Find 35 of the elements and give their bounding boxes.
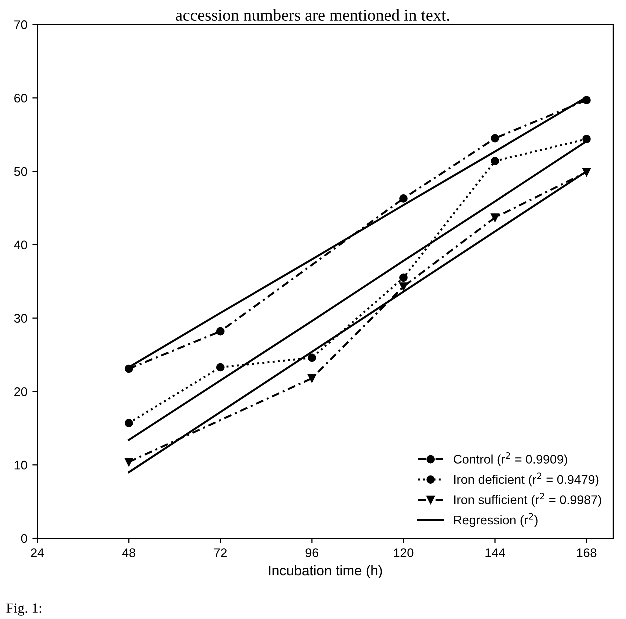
point xyxy=(582,168,591,176)
x-tick-label: 48 xyxy=(122,548,136,558)
y-tick-label: 20 xyxy=(14,388,28,396)
y-tick-label: 70 xyxy=(14,20,28,30)
y-tick-label: 30 xyxy=(14,314,28,323)
point xyxy=(400,274,408,282)
x-tick-label: 168 xyxy=(577,548,597,558)
y-tick-label: 40 xyxy=(14,240,28,250)
point xyxy=(308,354,316,362)
text: accession numbers are mentioned in text. xyxy=(176,9,450,22)
point xyxy=(491,214,500,222)
point xyxy=(491,157,500,166)
y-tick-label: 10 xyxy=(14,460,28,470)
x-tick-label: 72 xyxy=(214,548,227,558)
point xyxy=(124,458,134,466)
point xyxy=(124,419,134,428)
x-tick-label: 96 xyxy=(306,548,319,558)
point xyxy=(216,327,225,336)
caption: Fig. 1: xyxy=(6,604,42,616)
legend-label: Iron sufficient (r$^{2}$ = 0.9987) xyxy=(454,493,602,507)
point xyxy=(491,134,500,143)
point xyxy=(400,194,408,203)
point xyxy=(216,363,225,372)
legend-label: Regression (r$^{2}$) xyxy=(454,513,538,528)
y-tick-label: 60 xyxy=(14,94,28,103)
point xyxy=(400,282,408,291)
point xyxy=(308,374,316,383)
x-axis-title: Incubation time (h) xyxy=(269,565,382,578)
legend-label: Control (r$^{2}$ = 0.9909) xyxy=(454,452,568,466)
y-tick-label: 50 xyxy=(14,167,28,176)
legend-label: Iron deficient (r$^{2}$ = 0.9479) xyxy=(454,472,599,487)
x-tick-label: 144 xyxy=(486,548,506,558)
x-tick-label: 24 xyxy=(31,548,44,558)
x-tick-label: 120 xyxy=(394,548,414,558)
y-tick-label: 0 xyxy=(21,534,28,544)
